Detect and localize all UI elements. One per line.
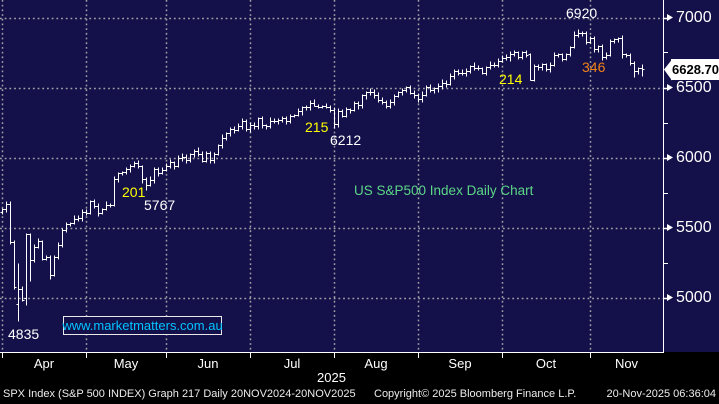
annotation-6920: 6920 xyxy=(566,5,598,21)
x-axis-year-label: 2025 xyxy=(317,370,346,385)
footer-copyright: Copyright© 2025 Bloomberg Finance L.P. xyxy=(374,388,577,400)
y-axis-label-6500: 6500 xyxy=(676,78,712,96)
y-axis-label-6000: 6000 xyxy=(676,148,712,166)
last-price-badge: 6628.70 xyxy=(671,59,719,80)
x-axis-label-sep: Sep xyxy=(448,356,472,371)
x-axis-label-oct: Oct xyxy=(535,356,557,371)
annotation-4835: 4835 xyxy=(8,326,40,342)
x-axis-label-aug: Aug xyxy=(364,356,388,371)
chart-plot-area[interactable] xyxy=(0,0,719,352)
annotation-346: 346 xyxy=(582,59,606,75)
footer-security-description: SPX Index (S&P 500 INDEX) Graph 217 Dail… xyxy=(3,388,356,400)
annotation-6212: 6212 xyxy=(330,132,362,148)
y-axis-label-5000: 5000 xyxy=(676,288,712,306)
last-price-value: 6628.70 xyxy=(672,62,719,77)
annotation-214: 214 xyxy=(499,71,523,87)
marketmatters-link[interactable]: www.marketmatters.com.au xyxy=(62,316,223,335)
y-axis-label-7000: 7000 xyxy=(676,8,712,26)
x-axis-label-jun: Jun xyxy=(197,356,219,371)
chart-title: US S&P500 Index Daily Chart xyxy=(354,183,534,198)
annotation-215: 215 xyxy=(305,119,329,135)
x-axis-label-may: May xyxy=(113,356,139,371)
footer-timestamp: 20-Nov-2025 06:36:04 xyxy=(606,388,716,400)
marketmatters-link-text: www.marketmatters.com.au xyxy=(62,318,223,333)
annotation-201: 201 xyxy=(122,184,146,200)
x-axis-label-apr: Apr xyxy=(33,356,55,371)
annotation-5767: 5767 xyxy=(144,197,176,213)
footer-bar xyxy=(0,352,719,404)
y-axis-label-5500: 5500 xyxy=(676,218,712,236)
x-axis-label-jul: Jul xyxy=(283,356,301,371)
x-axis-label-nov: Nov xyxy=(614,356,639,371)
